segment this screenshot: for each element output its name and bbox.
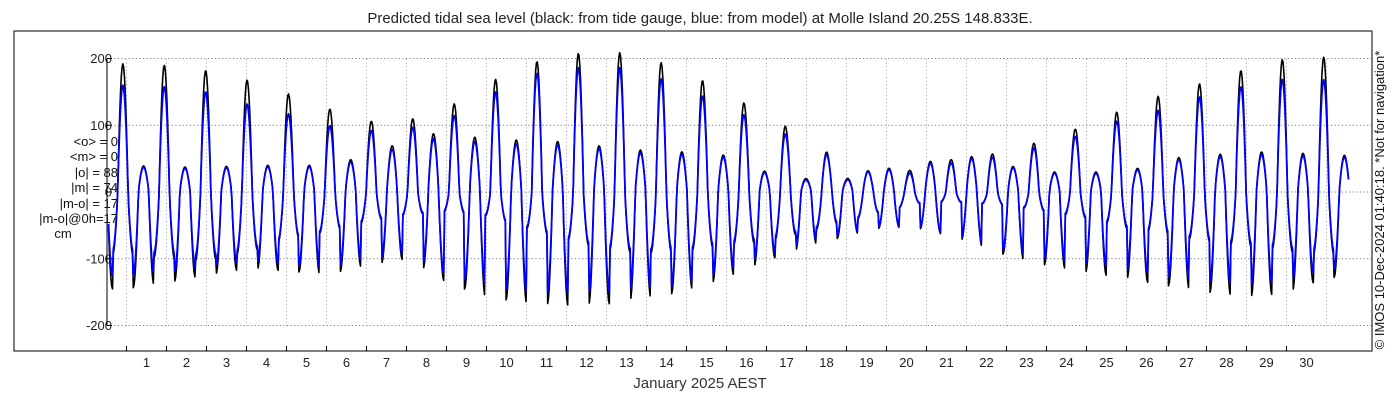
x-tick-label: 8: [423, 355, 430, 370]
chart-title: Predicted tidal sea level (black: from t…: [367, 10, 1033, 27]
x-tick-label: 5: [303, 355, 310, 370]
x-tick-label: 24: [1059, 355, 1073, 370]
axes-box: [13, 30, 1373, 352]
y-tick-label: -200: [86, 318, 112, 333]
x-tick-label: 16: [739, 355, 753, 370]
series-lines: [107, 51, 1350, 306]
y-tick-label: 100: [90, 118, 112, 133]
x-tick-label: 18: [819, 355, 833, 370]
stat-abs-difference-0h: |m-o|@0h=17: [39, 211, 118, 227]
x-tick-label: 17: [779, 355, 793, 370]
plot-frame: [13, 30, 1373, 352]
stats-panel: <o> = 0 <m> = 0 |o| = 88 |m| = 74 |m-o| …: [8, 134, 118, 242]
x-tick-label: 3: [223, 355, 230, 370]
x-tick-label: 30: [1299, 355, 1313, 370]
x-tick-label: 9: [463, 355, 470, 370]
copyright-notice: © IMOS 10-Dec-2024 01:40:18. *Not for na…: [1372, 50, 1387, 350]
stat-unit: cm: [54, 226, 72, 242]
x-tick-label: 2: [183, 355, 190, 370]
stat-mean-model: <m> = 0: [69, 149, 118, 165]
stat-abs-observed: |o| = 88: [74, 164, 118, 180]
x-tick-label: 23: [1019, 355, 1033, 370]
x-tick-label: 15: [699, 355, 713, 370]
x-tick-label: 10: [499, 355, 513, 370]
series-line-model: [107, 66, 1350, 294]
x-tick-label: 19: [859, 355, 873, 370]
x-tick-label: 20: [899, 355, 913, 370]
x-tick-label: 22: [979, 355, 993, 370]
x-tick-label: 6: [343, 355, 350, 370]
x-tick-label: 14: [659, 355, 673, 370]
x-tick-label: 13: [619, 355, 633, 370]
x-axis: 1 2 3 4 5 6 7 8 9 10 11 12 13 14 15 16 17 18 19 20 21 22 23 24 2…: [126, 346, 1314, 370]
x-tick-label: 27: [1179, 355, 1193, 370]
x-tick-label: 21: [939, 355, 953, 370]
x-tick-label: 4: [263, 355, 270, 370]
y-tick-label: -100: [86, 251, 112, 266]
stat-mean-observed: <o> = 0: [73, 134, 118, 149]
x-tick-label: 1: [143, 355, 150, 370]
stat-abs-difference: |m-o| = 17: [59, 195, 118, 211]
x-tick-label: 7: [383, 355, 390, 370]
y-tick-label: 200: [90, 51, 112, 66]
x-tick-label: 25: [1099, 355, 1113, 370]
x-tick-label: 26: [1139, 355, 1153, 370]
x-tick-label: 29: [1259, 355, 1273, 370]
x-tick-label: 12: [579, 355, 593, 370]
x-tick-label: 11: [540, 355, 554, 370]
stat-abs-model: |m| = 74: [71, 180, 118, 196]
y-tick-label: 0: [105, 185, 112, 200]
x-axis-label: January 2025 AEST: [633, 375, 767, 392]
x-tick-label: 28: [1219, 355, 1233, 370]
y-axis: -200 -100 0 100 200: [86, 51, 112, 333]
